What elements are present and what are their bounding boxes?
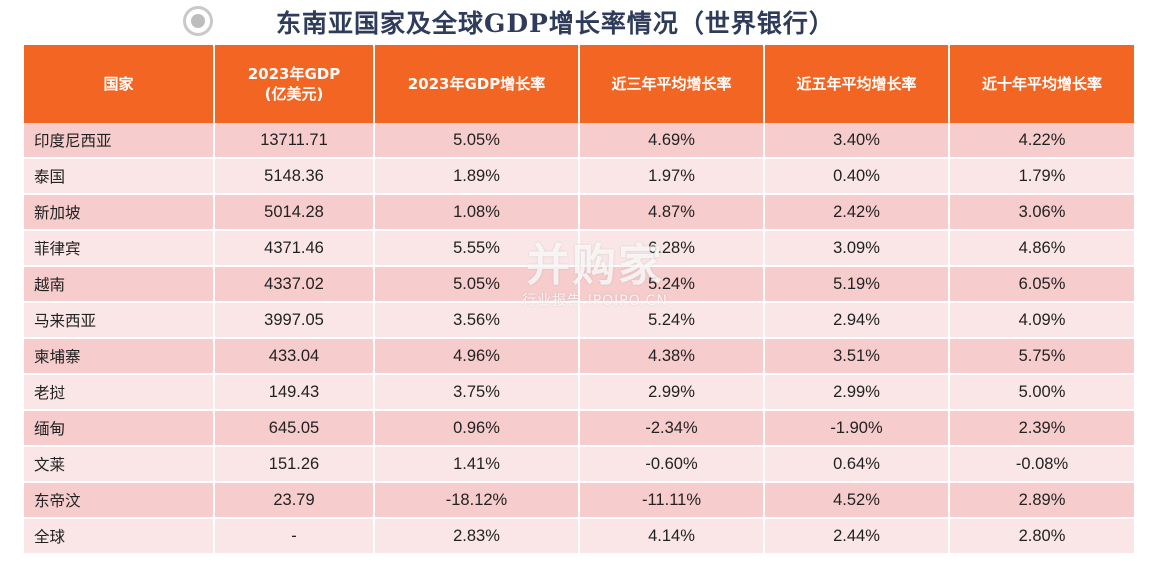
table-row: 越南 4337.02 5.05% 5.24% 5.19% 6.05% bbox=[24, 266, 1134, 303]
radio-bullet-icon bbox=[183, 6, 213, 36]
value-cell: 2.42% bbox=[764, 194, 950, 231]
value-cell: 149.43 bbox=[214, 374, 375, 411]
value-cell: 3.09% bbox=[764, 230, 950, 267]
value-cell: 0.96% bbox=[374, 410, 580, 447]
value-cell: 3.06% bbox=[949, 194, 1134, 231]
value-cell: 3.40% bbox=[764, 123, 950, 159]
value-cell: 3.56% bbox=[374, 302, 580, 339]
table-row: 全球 -2.83% 4.14% 2.44% 2.80% bbox=[24, 518, 1134, 555]
value-cell: 5.75% bbox=[949, 338, 1134, 375]
value-cell: 645.05 bbox=[214, 410, 375, 447]
table-row: 印度尼西亚 13711.71 5.05% 4.69% 3.40% 4.22% bbox=[24, 123, 1134, 159]
value-cell: 1.97% bbox=[579, 158, 765, 195]
value-cell: 4.96% bbox=[374, 338, 580, 375]
value-cell: 2.89% bbox=[949, 482, 1134, 519]
value-cell: - bbox=[214, 518, 375, 555]
value-cell: 6.28% bbox=[579, 230, 765, 267]
country-cell: 印度尼西亚 bbox=[24, 123, 215, 159]
table-row: 马来西亚 3997.05 3.56% 5.24% 2.94% 4.09% bbox=[24, 302, 1134, 339]
column-header: 近五年平均增长率 bbox=[764, 45, 950, 123]
value-cell: 2.99% bbox=[579, 374, 765, 411]
table-row: 柬埔寨 433.04 4.96% 4.38% 3.51% 5.75% bbox=[24, 338, 1134, 375]
country-cell: 缅甸 bbox=[24, 410, 215, 447]
country-cell: 马来西亚 bbox=[24, 302, 215, 339]
value-cell: 2.80% bbox=[949, 518, 1134, 555]
table-header-row: 国家 2023年GDP (亿美元) 2023年GDP增长率 近三年平均增长率 近五年平均增… bbox=[24, 45, 1134, 123]
value-cell: 4.22% bbox=[949, 123, 1134, 159]
value-cell: 1.08% bbox=[374, 194, 580, 231]
value-cell: 5.24% bbox=[579, 302, 765, 339]
value-cell: 4.38% bbox=[579, 338, 765, 375]
value-cell: 0.64% bbox=[764, 446, 950, 483]
value-cell: 4337.02 bbox=[214, 266, 375, 303]
table-row: 老挝 149.43 3.75% 2.99% 2.99% 5.00% bbox=[24, 374, 1134, 411]
value-cell: 1.89% bbox=[374, 158, 580, 195]
value-cell: 2.83% bbox=[374, 518, 580, 555]
value-cell: -2.34% bbox=[579, 410, 765, 447]
table-row: 泰国 5148.36 1.89% 1.97% 0.40% 1.79% bbox=[24, 158, 1134, 195]
column-header: 2023年GDP (亿美元) bbox=[214, 45, 375, 123]
value-cell: 5148.36 bbox=[214, 158, 375, 195]
value-cell: -11.11% bbox=[579, 482, 765, 519]
title-bar: 东南亚国家及全球GDP增长率情况（世界银行） bbox=[0, 0, 1155, 44]
value-cell: 4371.46 bbox=[214, 230, 375, 267]
table-body: 印度尼西亚 13711.71 5.05% 4.69% 3.40% 4.22% 泰国 5148.… bbox=[24, 123, 1134, 555]
page-title: 东南亚国家及全球GDP增长率情况（世界银行） bbox=[276, 9, 835, 38]
country-cell: 东帝汶 bbox=[24, 482, 215, 519]
country-cell: 老挝 bbox=[24, 374, 215, 411]
value-cell: 6.05% bbox=[949, 266, 1134, 303]
value-cell: 5.05% bbox=[374, 123, 580, 159]
country-cell: 全球 bbox=[24, 518, 215, 555]
value-cell: 5014.28 bbox=[214, 194, 375, 231]
country-cell: 泰国 bbox=[24, 158, 215, 195]
value-cell: 5.55% bbox=[374, 230, 580, 267]
value-cell: 5.24% bbox=[579, 266, 765, 303]
value-cell: 2.44% bbox=[764, 518, 950, 555]
value-cell: 2.99% bbox=[764, 374, 950, 411]
value-cell: 2.39% bbox=[949, 410, 1134, 447]
country-cell: 文莱 bbox=[24, 446, 215, 483]
value-cell: 2.94% bbox=[764, 302, 950, 339]
value-cell: 3.75% bbox=[374, 374, 580, 411]
country-cell: 菲律宾 bbox=[24, 230, 215, 267]
country-cell: 新加坡 bbox=[24, 194, 215, 231]
column-header: 2023年GDP增长率 bbox=[374, 45, 580, 123]
column-header: 国家 bbox=[24, 45, 215, 123]
value-cell: -18.12% bbox=[374, 482, 580, 519]
value-cell: 4.09% bbox=[949, 302, 1134, 339]
country-cell: 越南 bbox=[24, 266, 215, 303]
value-cell: 5.19% bbox=[764, 266, 950, 303]
value-cell: 4.87% bbox=[579, 194, 765, 231]
gdp-growth-table: 国家 2023年GDP (亿美元) 2023年GDP增长率 近三年平均增长率 近五年平均增… bbox=[24, 45, 1134, 555]
value-cell: 4.69% bbox=[579, 123, 765, 159]
table-row: 东帝汶 23.79 -18.12% -11.11% 4.52% 2.89% bbox=[24, 482, 1134, 519]
value-cell: 5.05% bbox=[374, 266, 580, 303]
value-cell: 3.51% bbox=[764, 338, 950, 375]
value-cell: 151.26 bbox=[214, 446, 375, 483]
value-cell: 1.41% bbox=[374, 446, 580, 483]
value-cell: 4.86% bbox=[949, 230, 1134, 267]
value-cell: -1.90% bbox=[764, 410, 950, 447]
table-row: 缅甸 645.05 0.96% -2.34% -1.90% 2.39% bbox=[24, 410, 1134, 447]
value-cell: -0.60% bbox=[579, 446, 765, 483]
value-cell: 4.52% bbox=[764, 482, 950, 519]
table-row: 新加坡 5014.28 1.08% 4.87% 2.42% 3.06% bbox=[24, 194, 1134, 231]
table-row: 文莱 151.26 1.41% -0.60% 0.64% -0.08% bbox=[24, 446, 1134, 483]
value-cell: 1.79% bbox=[949, 158, 1134, 195]
column-header: 近十年平均增长率 bbox=[949, 45, 1134, 123]
value-cell: 4.14% bbox=[579, 518, 765, 555]
value-cell: 23.79 bbox=[214, 482, 375, 519]
value-cell: 5.00% bbox=[949, 374, 1134, 411]
value-cell: 433.04 bbox=[214, 338, 375, 375]
value-cell: -0.08% bbox=[949, 446, 1134, 483]
table-row: 菲律宾 4371.46 5.55% 6.28% 3.09% 4.86% bbox=[24, 230, 1134, 267]
value-cell: 13711.71 bbox=[214, 123, 375, 159]
value-cell: 0.40% bbox=[764, 158, 950, 195]
country-cell: 柬埔寨 bbox=[24, 338, 215, 375]
column-header: 近三年平均增长率 bbox=[579, 45, 765, 123]
value-cell: 3997.05 bbox=[214, 302, 375, 339]
